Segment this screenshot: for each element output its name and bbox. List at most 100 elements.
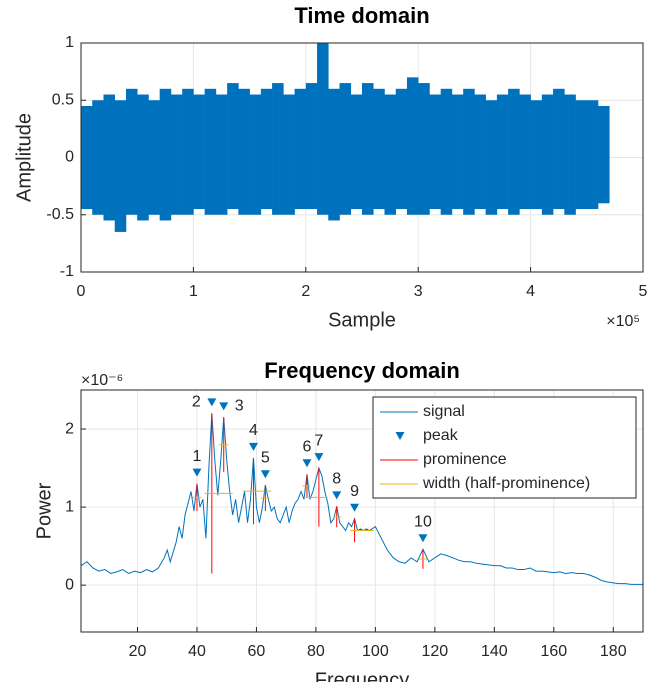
- peak-marker: [207, 398, 217, 407]
- chart-title: Frequency domain: [264, 358, 460, 383]
- legend-label: prominence: [423, 451, 507, 468]
- signal-envelope: [384, 94, 397, 215]
- legend-label: width (half-prominence): [422, 475, 590, 492]
- signal-envelope: [204, 88, 217, 215]
- signal-envelope: [362, 83, 374, 215]
- signal-envelope: [260, 88, 273, 210]
- x-tick-label: 180: [600, 643, 627, 660]
- x-multiplier: ×10⁵: [606, 313, 640, 330]
- chart-title: Time domain: [294, 3, 429, 28]
- legend-label: peak: [423, 427, 459, 444]
- peak-label: 5: [261, 449, 270, 466]
- signal-envelope: [373, 88, 385, 210]
- signal-envelope: [508, 88, 520, 215]
- peak-marker: [418, 534, 428, 543]
- signal-envelope: [125, 88, 138, 215]
- signal-envelope: [305, 83, 318, 210]
- signal-envelope: [317, 43, 329, 215]
- signal-line: [80, 413, 643, 585]
- peak-marker: [248, 442, 258, 451]
- x-tick-label: 1: [189, 283, 198, 300]
- y-tick-label: 0: [65, 576, 74, 593]
- signal-envelope: [418, 83, 430, 215]
- legend-swatch: [395, 432, 405, 440]
- signal-envelope: [193, 94, 205, 210]
- peak-label: 9: [350, 483, 359, 500]
- x-tick-label: 5: [639, 283, 648, 300]
- signal-envelope: [451, 94, 464, 210]
- x-tick-label: 120: [422, 643, 449, 660]
- x-tick-label: 20: [129, 643, 147, 660]
- x-tick-label: 40: [188, 643, 206, 660]
- signal-envelope: [182, 88, 194, 215]
- y-tick-label: 0: [65, 149, 74, 166]
- signal-envelope: [148, 100, 160, 215]
- peak-marker: [350, 503, 360, 512]
- signal-envelope: [474, 94, 486, 210]
- signal-envelope: [81, 105, 93, 210]
- y-axis-label: Amplitude: [13, 113, 35, 202]
- signal-envelope: [294, 88, 307, 210]
- signal-envelope: [575, 100, 588, 210]
- signal-envelope: [137, 94, 149, 221]
- y-tick-label: -1: [60, 263, 74, 280]
- peak-marker: [219, 402, 229, 411]
- signal-envelope: [406, 77, 419, 215]
- x-tick-label: 140: [481, 643, 508, 660]
- peak-label: 10: [414, 513, 432, 530]
- signal-envelope: [553, 88, 565, 210]
- legend-label: signal: [423, 403, 465, 420]
- signal-envelope: [283, 94, 295, 215]
- signal-envelope: [170, 94, 183, 215]
- signal-envelope: [485, 100, 498, 215]
- y-tick-label: -0.5: [46, 206, 74, 223]
- peak-label: 2: [192, 394, 201, 411]
- x-axis-label: Sample: [328, 309, 396, 331]
- y-tick-label: 2: [65, 420, 74, 437]
- peak-marker: [302, 459, 312, 468]
- signal-envelope: [339, 83, 352, 215]
- signal-envelope: [429, 94, 441, 210]
- axes-frame: [80, 389, 644, 633]
- y-multiplier: ×10⁻⁶: [81, 372, 123, 389]
- signal-envelope: [586, 100, 599, 210]
- signal-envelope: [114, 100, 127, 232]
- x-tick-label: 160: [540, 643, 567, 660]
- signal-envelope: [598, 105, 610, 204]
- x-tick-label: 80: [307, 643, 325, 660]
- signal-envelope: [215, 94, 228, 215]
- x-tick-label: 0: [77, 283, 86, 300]
- signal-envelope: [159, 88, 172, 221]
- y-tick-label: 1: [65, 498, 74, 515]
- peak-label: 3: [235, 398, 244, 415]
- peak-marker: [192, 468, 202, 477]
- signal-envelope: [272, 83, 284, 215]
- y-axis-label: Power: [33, 482, 55, 539]
- axes-frame: [80, 42, 644, 273]
- signal-envelope: [249, 94, 262, 215]
- signal-envelope: [103, 94, 116, 221]
- x-axis-label: Frequency: [315, 669, 410, 682]
- signal-envelope: [541, 94, 554, 215]
- legend-box: [372, 396, 637, 499]
- x-tick-label: 60: [248, 643, 266, 660]
- signal-envelope: [496, 94, 509, 210]
- signal-envelope: [227, 83, 239, 210]
- peak-label: 1: [193, 448, 202, 465]
- peak-label: 6: [303, 439, 312, 456]
- signal-envelope: [463, 88, 475, 215]
- signal-envelope: [440, 88, 453, 215]
- signal-envelope: [350, 94, 363, 210]
- signal-envelope: [519, 94, 531, 210]
- x-tick-label: 100: [362, 643, 389, 660]
- signal-envelope: [92, 100, 104, 215]
- y-tick-label: 1: [65, 34, 74, 51]
- signal-envelope: [328, 88, 340, 221]
- peak-marker: [332, 491, 342, 500]
- peak-label: 4: [249, 422, 258, 439]
- peak-marker: [260, 470, 270, 479]
- y-tick-label: 0.5: [52, 91, 74, 108]
- peak-label: 8: [332, 471, 341, 488]
- signal-envelope: [530, 100, 543, 210]
